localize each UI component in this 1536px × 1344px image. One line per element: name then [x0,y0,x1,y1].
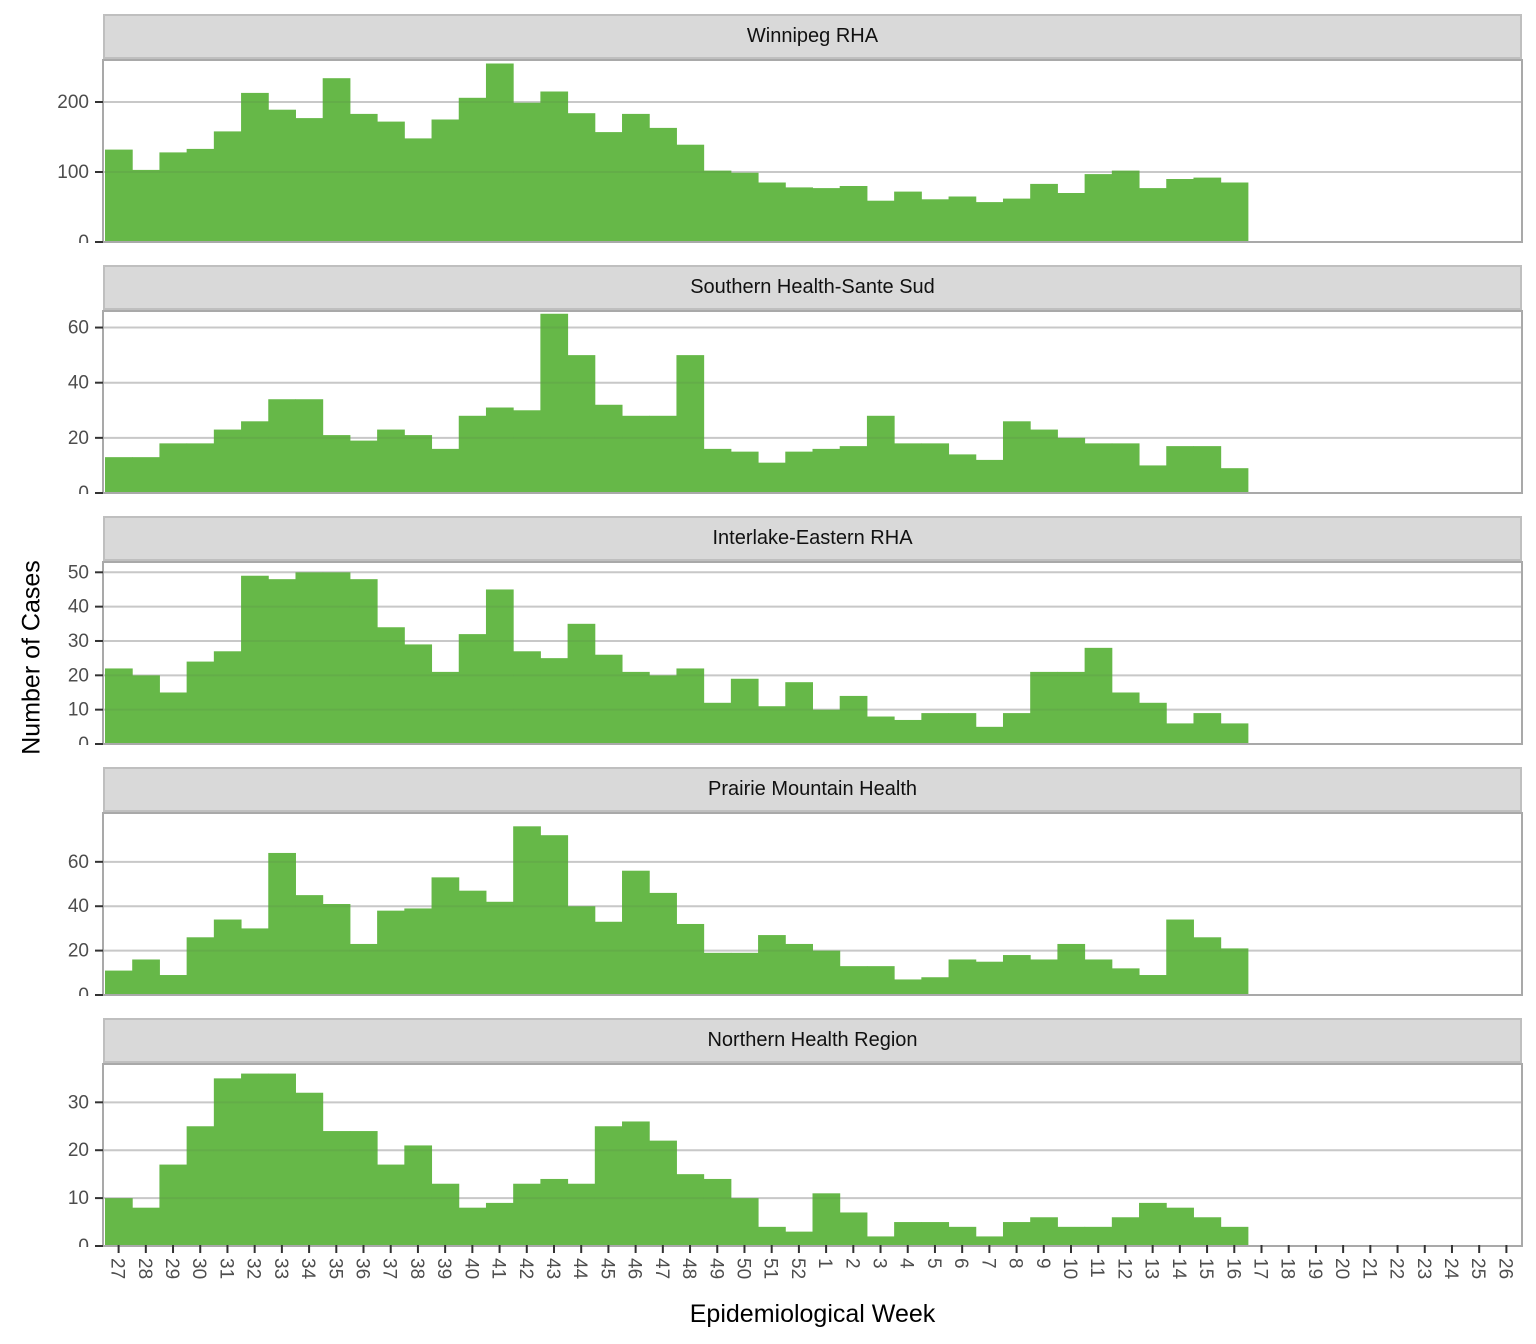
svg-text:10: 10 [1059,1258,1080,1279]
svg-text:34: 34 [297,1258,318,1280]
svg-text:17: 17 [1249,1258,1270,1279]
svg-text:0: 0 [78,483,89,494]
svg-text:33: 33 [270,1258,291,1279]
svg-text:25: 25 [1467,1258,1488,1279]
svg-text:16: 16 [1222,1258,1243,1279]
facet-strip: Prairie Mountain Health [103,767,1522,812]
svg-text:20: 20 [68,428,89,449]
facet-strip: Southern Health-Sante Sud [103,265,1522,310]
svg-text:21: 21 [1358,1258,1379,1279]
facet-title: Winnipeg RHA [746,25,879,47]
svg-text:45: 45 [596,1258,617,1279]
svg-text:0: 0 [78,232,89,243]
svg-text:50: 50 [68,562,89,583]
svg-text:0: 0 [78,985,89,996]
svg-text:6: 6 [950,1258,971,1269]
svg-text:40: 40 [68,597,89,618]
svg-text:1: 1 [814,1258,835,1269]
svg-text:200: 200 [57,92,89,113]
facet-plot: 0 10 20 30 40 50 [68,561,1523,745]
svg-text:7: 7 [977,1258,998,1269]
svg-text:44: 44 [569,1258,590,1280]
facet-title: Prairie Mountain Health [708,778,917,800]
x-axis-title: Epidemiological Week [689,1300,936,1328]
svg-text:23: 23 [1413,1258,1434,1279]
facet-strip: Interlake-Eastern RHA [103,516,1522,561]
svg-text:50: 50 [732,1258,753,1279]
svg-text:42: 42 [515,1258,536,1279]
svg-text:15: 15 [1195,1258,1216,1279]
svg-text:4: 4 [896,1258,917,1269]
facet-title: Northern Health Region [707,1029,918,1051]
svg-text:51: 51 [760,1258,781,1279]
svg-text:40: 40 [460,1258,481,1279]
facet-plot: 0 10 20 30 [68,1063,1523,1247]
svg-text:10: 10 [68,700,89,721]
svg-text:43: 43 [542,1258,563,1279]
svg-text:5: 5 [923,1258,944,1269]
facet-title: Interlake-Eastern RHA [712,527,913,549]
svg-text:28: 28 [134,1258,155,1279]
svg-text:18: 18 [1277,1258,1298,1279]
svg-text:30: 30 [68,1092,89,1113]
svg-text:35: 35 [324,1258,345,1279]
svg-text:19: 19 [1304,1258,1325,1279]
svg-text:20: 20 [68,1140,89,1161]
svg-text:30: 30 [68,631,89,652]
svg-text:11: 11 [1086,1258,1107,1278]
svg-text:20: 20 [68,665,89,686]
svg-text:60: 60 [68,318,89,339]
svg-text:9: 9 [1032,1258,1053,1269]
svg-text:3: 3 [869,1258,890,1269]
svg-text:13: 13 [1141,1258,1162,1279]
svg-text:40: 40 [68,373,89,394]
svg-text:41: 41 [488,1258,509,1279]
facet-strip: Winnipeg RHA [103,14,1522,59]
svg-text:0: 0 [78,734,89,745]
svg-text:0: 0 [78,1236,89,1247]
facet-plot: 0 20 40 60 [68,310,1523,494]
svg-text:12: 12 [1113,1258,1134,1279]
svg-text:40: 40 [68,896,89,917]
svg-text:24: 24 [1440,1258,1461,1280]
svg-text:26: 26 [1494,1258,1515,1279]
svg-text:32: 32 [243,1258,264,1279]
facet-strip: Northern Health Region [103,1018,1522,1063]
svg-text:10: 10 [68,1188,89,1209]
facet-title: Southern Health-Sante Sud [690,276,935,298]
svg-text:47: 47 [651,1258,672,1279]
svg-text:37: 37 [379,1258,400,1279]
svg-text:36: 36 [352,1258,373,1279]
svg-text:2: 2 [841,1258,862,1269]
svg-text:8: 8 [1005,1258,1026,1269]
svg-text:29: 29 [161,1258,182,1279]
svg-text:14: 14 [1168,1258,1189,1280]
svg-text:20: 20 [1331,1258,1352,1279]
svg-text:31: 31 [215,1258,236,1279]
svg-text:38: 38 [406,1258,427,1279]
svg-text:49: 49 [705,1258,726,1279]
svg-text:60: 60 [68,852,89,873]
svg-text:27: 27 [107,1258,128,1279]
svg-text:52: 52 [787,1258,808,1279]
svg-text:46: 46 [624,1258,645,1279]
svg-text:22: 22 [1386,1258,1407,1279]
facet-plot: 0 20 40 60 [68,812,1523,996]
svg-text:48: 48 [678,1258,699,1279]
svg-text:20: 20 [68,941,89,962]
svg-text:39: 39 [433,1258,454,1279]
svg-text:100: 100 [57,162,89,183]
facet-plot: 0 100 200 [57,59,1523,243]
svg-text:30: 30 [188,1258,209,1279]
x-axis: 27 28 29 30 31 32 33 34 35 36 37 38 39 40 41 42 43 44 45 46… [107,1245,1515,1280]
